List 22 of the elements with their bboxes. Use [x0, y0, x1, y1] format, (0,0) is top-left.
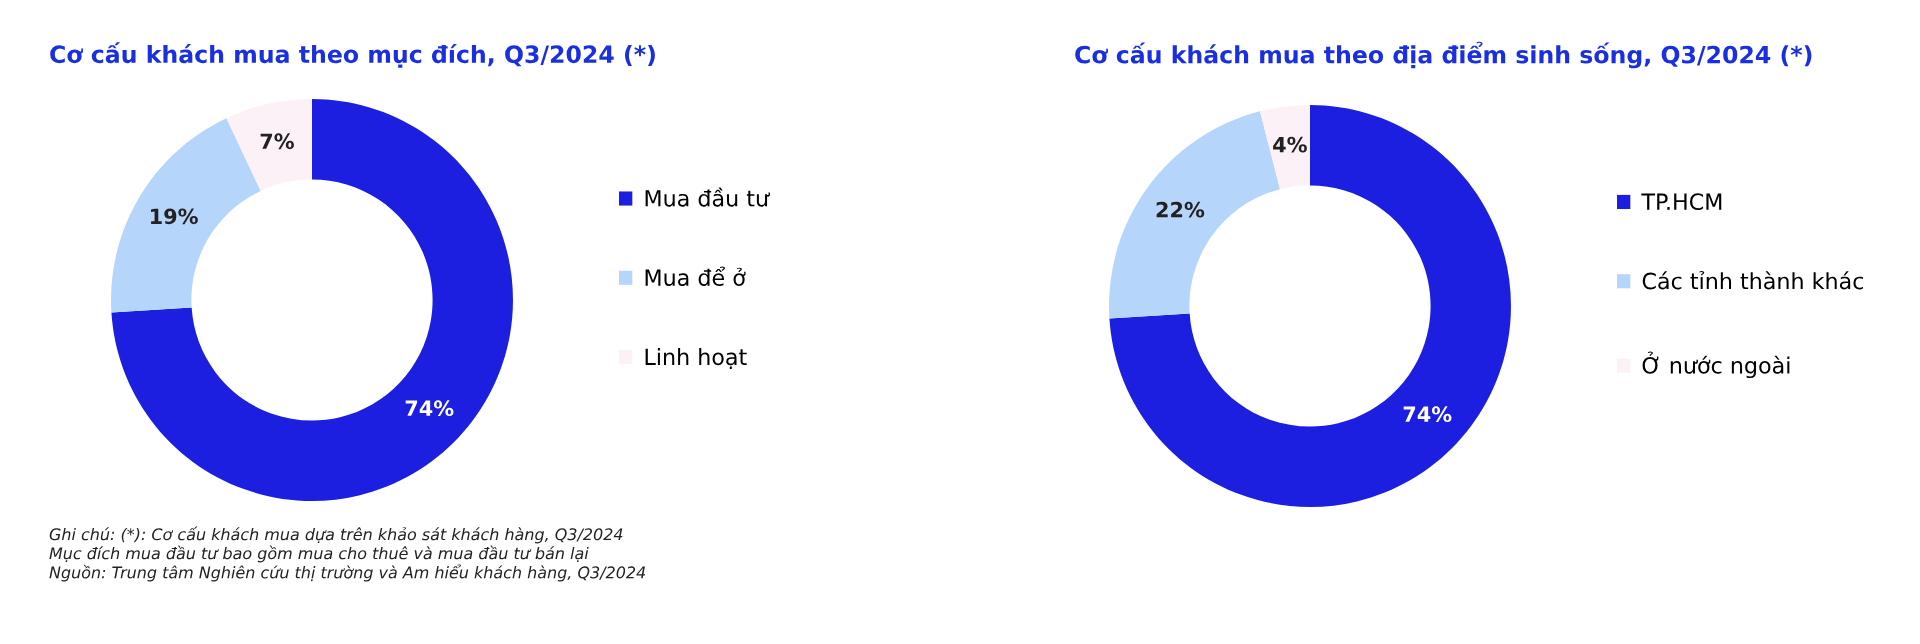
- text: Mục đích mua đầu tư bao gồm mua cho thuê và mua đầu tư bán lại: [49, 545, 589, 563]
- legend-label: Ở nước ngoài: [1642, 351, 1790, 379]
- data-label: 22%: [1156, 201, 1205, 218]
- donut-slice: [111, 99, 513, 501]
- data-label: 7%: [260, 133, 294, 150]
- legend-label: Mua để ở: [645, 266, 746, 286]
- legend-label: TP.HCM: [1641, 193, 1722, 211]
- data-label: 4%: [1273, 136, 1307, 153]
- text: Ghi chú: (*): Cơ cấu khách mua dựa trên khảo sát khách hàng, Q3/2024: [49, 526, 623, 544]
- legend-label: Các tỉnh thành khác: [1642, 271, 1864, 290]
- data-label: 74%: [405, 400, 454, 417]
- data-label: 19%: [151, 208, 198, 225]
- donut-slice: [111, 118, 261, 313]
- data-label: 74%: [1403, 406, 1452, 423]
- donut-slice: [226, 99, 312, 191]
- legend-label: Linh hoạt: [645, 348, 747, 369]
- chart-title: Cơ cấu khách mua theo mục đích, Q3/2024 (*): [50, 42, 655, 68]
- donut-slice: [1109, 105, 1511, 507]
- donut-slice: [1260, 105, 1310, 190]
- legend-label: Mua đầu tư: [645, 187, 770, 207]
- chart-title: Cơ cấu khách mua theo địa điểm sinh sống, Q3/2024 (*): [1075, 41, 1812, 69]
- text: Nguồn: Trung tâm Nghiên cứu thị trường và Am hiểu khách hàng, Q3/2024: [49, 564, 646, 582]
